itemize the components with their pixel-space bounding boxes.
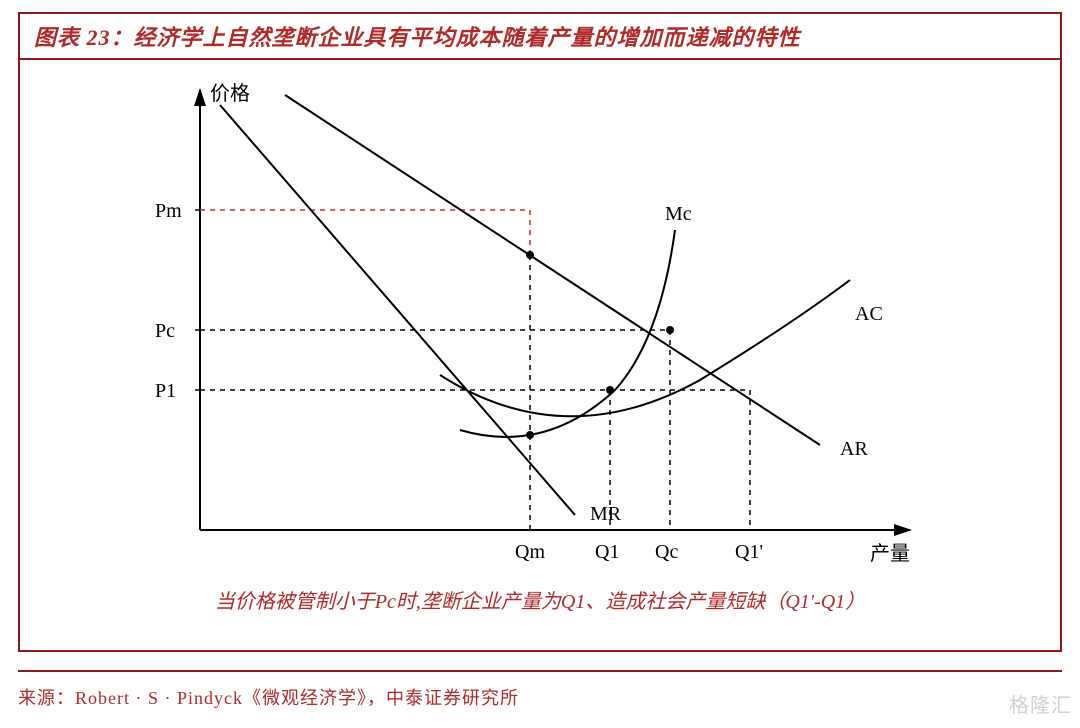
figure-title: 图表 23：经济学上自然垄断企业具有平均成本随着产量的增加而递减的特性 bbox=[20, 14, 1060, 60]
watermark: 格隆汇 bbox=[1009, 689, 1072, 718]
intersection-dot-0 bbox=[526, 251, 534, 259]
economics-diagram: 价格产量 AR MR AC Mc Pm Pc P1 Qm Q1 Qc Q1' bbox=[20, 60, 1060, 580]
ar-line bbox=[285, 95, 820, 445]
intersection-dot-1 bbox=[526, 431, 534, 439]
y-tick-Pc: Pc bbox=[155, 320, 175, 342]
ar-label: AR bbox=[840, 438, 868, 460]
x-tick-Qc: Qc bbox=[655, 541, 678, 563]
x-tick-Qm: Qm bbox=[515, 541, 545, 563]
figure-caption: 当价格被管制小于Pc时,垄断企业产量为Q1、造成社会产量短缺（Q1'-Q1） bbox=[20, 585, 1060, 614]
intersection-dot-3 bbox=[666, 326, 674, 334]
mr-line bbox=[220, 105, 575, 515]
bottom-rule bbox=[18, 670, 1062, 672]
intersection-dot-2 bbox=[606, 386, 614, 394]
y-axis-label: 价格 bbox=[210, 82, 250, 105]
source-line: 来源：Robert · S · Pindyck《微观经济学》，中泰证券研究所 bbox=[18, 684, 1062, 710]
mc-label: Mc bbox=[665, 203, 692, 225]
mr-label: MR bbox=[590, 503, 622, 525]
x-axis-label: 产量 bbox=[870, 542, 910, 565]
figure-frame: 图表 23：经济学上自然垄断企业具有平均成本随着产量的增加而递减的特性 价格产量… bbox=[18, 12, 1062, 652]
chart-area: 价格产量 AR MR AC Mc Pm Pc P1 Qm Q1 Qc Q1' 当价格被管制小于Pc时,… bbox=[20, 60, 1060, 630]
ac-label: AC bbox=[855, 303, 883, 325]
y-tick-P1: P1 bbox=[155, 380, 176, 402]
ac-curve bbox=[440, 280, 850, 416]
y-tick-Pm: Pm bbox=[155, 200, 182, 222]
x-tick-Q1': Q1' bbox=[735, 541, 763, 563]
x-tick-Q1: Q1 bbox=[595, 541, 619, 563]
